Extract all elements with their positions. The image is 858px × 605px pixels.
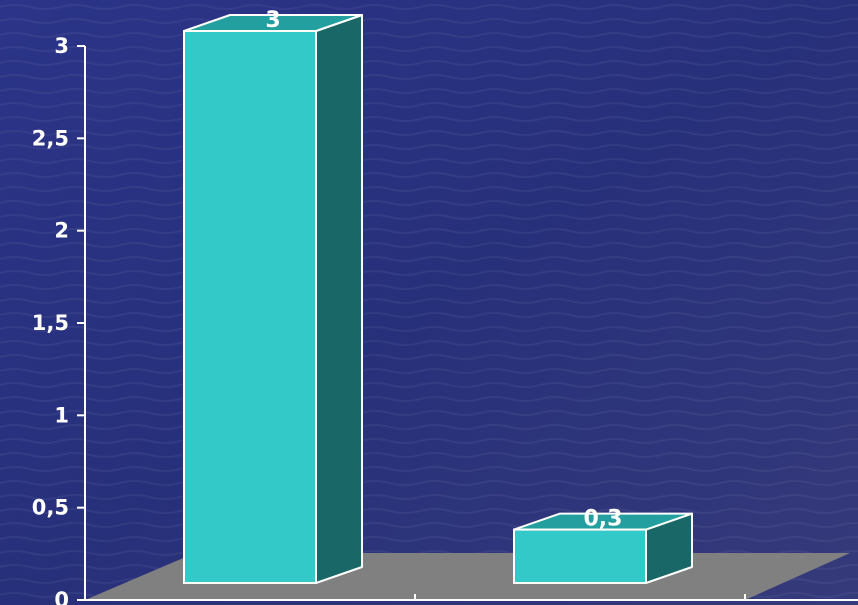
- data-label: 3: [265, 8, 280, 33]
- axis-layer: 0 0,5 1 1,5 2 2,5 3: [32, 34, 858, 605]
- y-tick-label: 2: [54, 219, 69, 243]
- y-tick-label: 0: [54, 588, 69, 605]
- bars-layer: [183, 14, 693, 584]
- y-tick-label: 2,5: [32, 126, 69, 150]
- bar: [513, 512, 693, 584]
- bar-front: [513, 528, 647, 584]
- y-tick-label: 0,5: [32, 496, 69, 520]
- bar-side: [315, 14, 363, 584]
- y-tick-label: 1,5: [32, 311, 69, 335]
- labels-layer: 30,3: [265, 8, 622, 532]
- y-tick-label: 1: [54, 403, 69, 427]
- bar-front: [183, 30, 317, 584]
- data-label: 0,3: [584, 507, 623, 532]
- bar: [183, 14, 363, 584]
- y-tick-label: 3: [54, 34, 69, 58]
